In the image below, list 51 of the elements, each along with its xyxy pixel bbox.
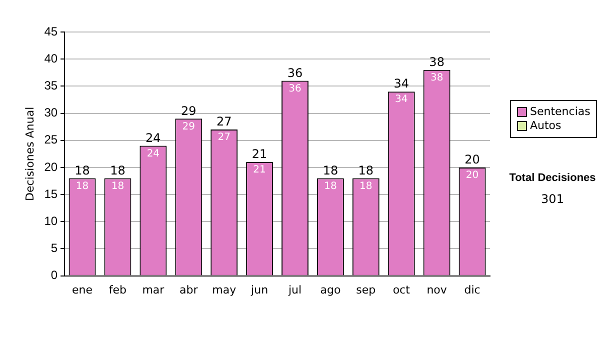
x-tick-label: dic: [464, 283, 480, 296]
y-tick-label: 35: [44, 78, 58, 92]
data-label: 36: [288, 83, 302, 94]
total-label: 27: [216, 114, 232, 129]
y-tick-label: 5: [50, 241, 58, 256]
total-label: 29: [180, 104, 196, 118]
data-label: 38: [430, 72, 444, 84]
x-tick-label: may: [212, 283, 237, 296]
data-label: 20: [466, 170, 479, 182]
y-tick-label: 25: [44, 132, 58, 147]
total-label: 38: [429, 55, 444, 70]
total-label: 18: [322, 163, 338, 178]
y-tick-label: 10: [44, 214, 58, 228]
data-label: 34: [394, 94, 408, 106]
x-tick-label: jun: [250, 283, 268, 296]
legend-label: Sentencias: [530, 105, 590, 119]
y-axis-title: Decisiones Anual: [23, 106, 36, 201]
y-tick-label: 0: [50, 268, 58, 282]
x-tick-label: oct: [392, 283, 411, 296]
y-tick-label: 15: [44, 186, 58, 201]
x-tick-label: ago: [320, 283, 341, 296]
data-label: 24: [146, 148, 160, 160]
total-label: 18: [74, 163, 90, 178]
data-label: 29: [182, 121, 196, 132]
data-label: 21: [253, 164, 266, 176]
x-tick-label: mar: [142, 283, 165, 296]
x-tick-label: feb: [108, 283, 127, 296]
data-label: 18: [76, 180, 89, 192]
x-tick-label: nov: [426, 283, 448, 296]
x-tick-label: ene: [72, 283, 93, 296]
x-tick-label: jul: [287, 283, 302, 296]
total-label: 34: [394, 76, 410, 91]
x-tick-label: abr: [180, 283, 198, 296]
data-label: 27: [218, 132, 230, 144]
total-label: 20: [464, 152, 480, 167]
y-tick-label: 45: [44, 24, 58, 38]
total-label: 18: [110, 163, 126, 178]
data-label: 18: [360, 180, 372, 192]
total-label: 24: [146, 130, 161, 145]
y-tick-label: 30: [44, 106, 58, 120]
y-tick-label: 40: [44, 51, 58, 66]
total-label: 18: [358, 163, 374, 178]
data-label: 18: [324, 180, 337, 192]
y-tick-label: 20: [44, 160, 58, 174]
x-tick-label: sep: [356, 283, 376, 296]
data-label: 18: [111, 180, 124, 192]
total-label: 36: [287, 66, 303, 80]
text: 301: [540, 192, 565, 206]
text: Total Decisiones: [508, 172, 597, 184]
total-label: 21: [252, 147, 268, 162]
legend-label: Autos: [530, 119, 562, 133]
